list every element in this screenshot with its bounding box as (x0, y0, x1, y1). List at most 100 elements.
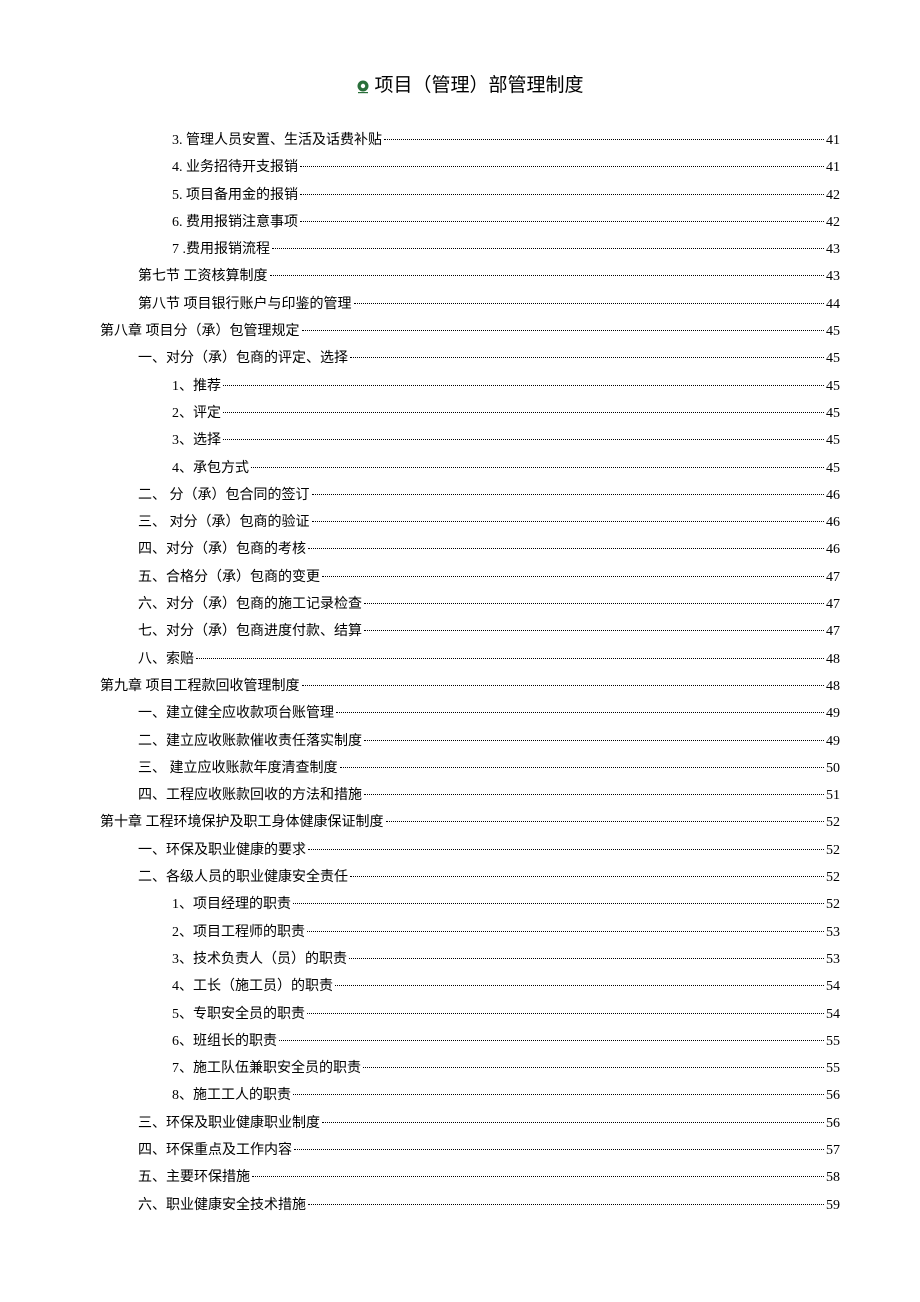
toc-entry-label: 八、索赔 (138, 646, 194, 673)
toc-leader-dots (364, 740, 824, 741)
toc-entry: 五、合格分（承）包商的变更47 (100, 564, 840, 591)
toc-leader-dots (322, 576, 824, 577)
toc-entry-page: 53 (826, 919, 840, 946)
toc-entry-label: 5. 项目备用金的报销 (172, 182, 298, 209)
toc-entry-page: 47 (826, 618, 840, 645)
toc-entry-label: 第九章 项目工程款回收管理制度 (100, 673, 300, 700)
toc-entry-page: 54 (826, 1001, 840, 1028)
toc-entry: 6、班组长的职责55 (100, 1028, 840, 1055)
toc-leader-dots (302, 685, 825, 686)
toc-entry: 二、各级人员的职业健康安全责任 52 (100, 864, 840, 891)
toc-entry-label: 3、选择 (172, 427, 221, 454)
toc-entry-page: 56 (826, 1110, 840, 1137)
document-page: 项目（管理）部管理制度 3. 管理人员安置、生活及话费补贴 41 4. 业务招待开支… (0, 0, 920, 1279)
toc-leader-dots (350, 357, 824, 358)
toc-entry-label: 1、推荐 (172, 373, 221, 400)
toc-leader-dots (300, 166, 824, 167)
toc-entry-page: 46 (826, 509, 840, 536)
toc-leader-dots (354, 303, 825, 304)
toc-entry-page: 45 (826, 373, 840, 400)
toc-entry: 5、专职安全员的职责 54 (100, 1001, 840, 1028)
toc-entry-page: 51 (826, 782, 840, 809)
toc-entry-label: 一、环保及职业健康的要求 (138, 837, 306, 864)
toc-entry-page: 45 (826, 455, 840, 482)
toc-entry-page: 42 (826, 209, 840, 236)
toc-entry-label: 一、对分（承）包商的评定、选择 (138, 345, 348, 372)
toc-leader-dots (363, 1067, 824, 1068)
toc-entry: 五、主要环保措施58 (100, 1164, 840, 1191)
toc-entry: 第八章 项目分（承）包管理规定45 (100, 318, 840, 345)
toc-leader-dots (307, 1013, 824, 1014)
toc-entry-page: 49 (826, 728, 840, 755)
page-title: 项目（管理）部管理制度 (374, 75, 583, 96)
toc-entry-page: 44 (826, 291, 840, 318)
toc-leader-dots (293, 1094, 824, 1095)
toc-entry-label: 四、对分（承）包商的考核 (138, 536, 306, 563)
toc-leader-dots (270, 275, 825, 276)
toc-entry-page: 54 (826, 973, 840, 1000)
toc-entry: 三、 对分（承）包商的验证 46 (100, 509, 840, 536)
toc-entry-label: 8、施工工人的职责 (172, 1082, 291, 1109)
toc-entry-label: 2、项目工程师的职责 (172, 919, 305, 946)
toc-entry-label: 6. 费用报销注意事项 (172, 209, 298, 236)
toc-entry-label: 4、工长（施工员）的职责 (172, 973, 333, 1000)
toc-entry-page: 53 (826, 946, 840, 973)
toc-entry-label: 1、项目经理的职责 (172, 891, 291, 918)
toc-entry-label: 二、各级人员的职业健康安全责任 (138, 864, 348, 891)
toc-entry: 4、工长（施工员）的职责 54 (100, 973, 840, 1000)
toc-leader-dots (223, 412, 824, 413)
toc-leader-dots (340, 767, 825, 768)
toc-entry-label: 三、 建立应收账款年度清查制度 (138, 755, 338, 782)
toc-leader-dots (294, 1149, 824, 1150)
toc-entry-label: 二、建立应收账款催收责任落实制度 (138, 728, 362, 755)
toc-entry: 3. 管理人员安置、生活及话费补贴 41 (100, 127, 840, 154)
toc-entry-page: 58 (826, 1164, 840, 1191)
toc-entry-label: 7 .费用报销流程 (172, 236, 270, 263)
toc-entry: 3、技术负责人（员）的职责 53 (100, 946, 840, 973)
toc-entry-label: 2、评定 (172, 400, 221, 427)
toc-leader-dots (364, 794, 824, 795)
toc-entry-label: 第七节 工资核算制度 (138, 263, 268, 290)
toc-entry-label: 3. 管理人员安置、生活及话费补贴 (172, 127, 382, 154)
toc-entry-page: 48 (826, 673, 840, 700)
toc-entry-page: 52 (826, 837, 840, 864)
toc-entry-label: 第十章 工程环境保护及职工身体健康保证制度 (100, 809, 384, 836)
toc-entry-label: 3、技术负责人（员）的职责 (172, 946, 347, 973)
toc-entry-label: 二、 分（承）包合同的签订 (138, 482, 310, 509)
toc-leader-dots (386, 821, 825, 822)
toc-entry-page: 49 (826, 700, 840, 727)
toc-entry-page: 57 (826, 1137, 840, 1164)
toc-entry: 四、环保重点及工作内容57 (100, 1137, 840, 1164)
toc-leader-dots (279, 1040, 824, 1041)
header-logo-icon (356, 78, 370, 92)
toc-entry-page: 41 (826, 127, 840, 154)
toc-entry: 八、索赔48 (100, 646, 840, 673)
toc-entry: 六、对分（承）包商的施工记录检查47 (100, 591, 840, 618)
toc-entry: 四、工程应收账款回收的方法和措施 51 (100, 782, 840, 809)
toc-entry-label: 四、工程应收账款回收的方法和措施 (138, 782, 362, 809)
toc-entry-page: 50 (826, 755, 840, 782)
toc-entry-page: 47 (826, 591, 840, 618)
toc-entry-page: 55 (826, 1055, 840, 1082)
toc-entry: 1、推荐 45 (100, 373, 840, 400)
toc-leader-dots (300, 221, 824, 222)
toc-leader-dots (364, 630, 824, 631)
toc-entry: 一、对分（承）包商的评定、选择45 (100, 345, 840, 372)
toc-entry: 七、对分（承）包商进度付款、结算47 (100, 618, 840, 645)
toc-entry-label: 三、环保及职业健康职业制度 (138, 1110, 320, 1137)
toc-entry: 5. 项目备用金的报销42 (100, 182, 840, 209)
toc-leader-dots (308, 548, 824, 549)
toc-leader-dots (384, 139, 824, 140)
toc-entry-page: 45 (826, 400, 840, 427)
toc-leader-dots (251, 467, 824, 468)
toc-leader-dots (322, 1122, 824, 1123)
toc-entry-page: 52 (826, 864, 840, 891)
toc-entry-label: 三、 对分（承）包商的验证 (138, 509, 310, 536)
toc-entry-label: 5、专职安全员的职责 (172, 1001, 305, 1028)
toc-entry: 六、职业健康安全技术措施59 (100, 1192, 840, 1219)
toc-leader-dots (312, 521, 825, 522)
toc-entry-page: 52 (826, 891, 840, 918)
toc-entry: 3、选择45 (100, 427, 840, 454)
toc-entry-page: 55 (826, 1028, 840, 1055)
toc-entry-label: 4. 业务招待开支报销 (172, 154, 298, 181)
